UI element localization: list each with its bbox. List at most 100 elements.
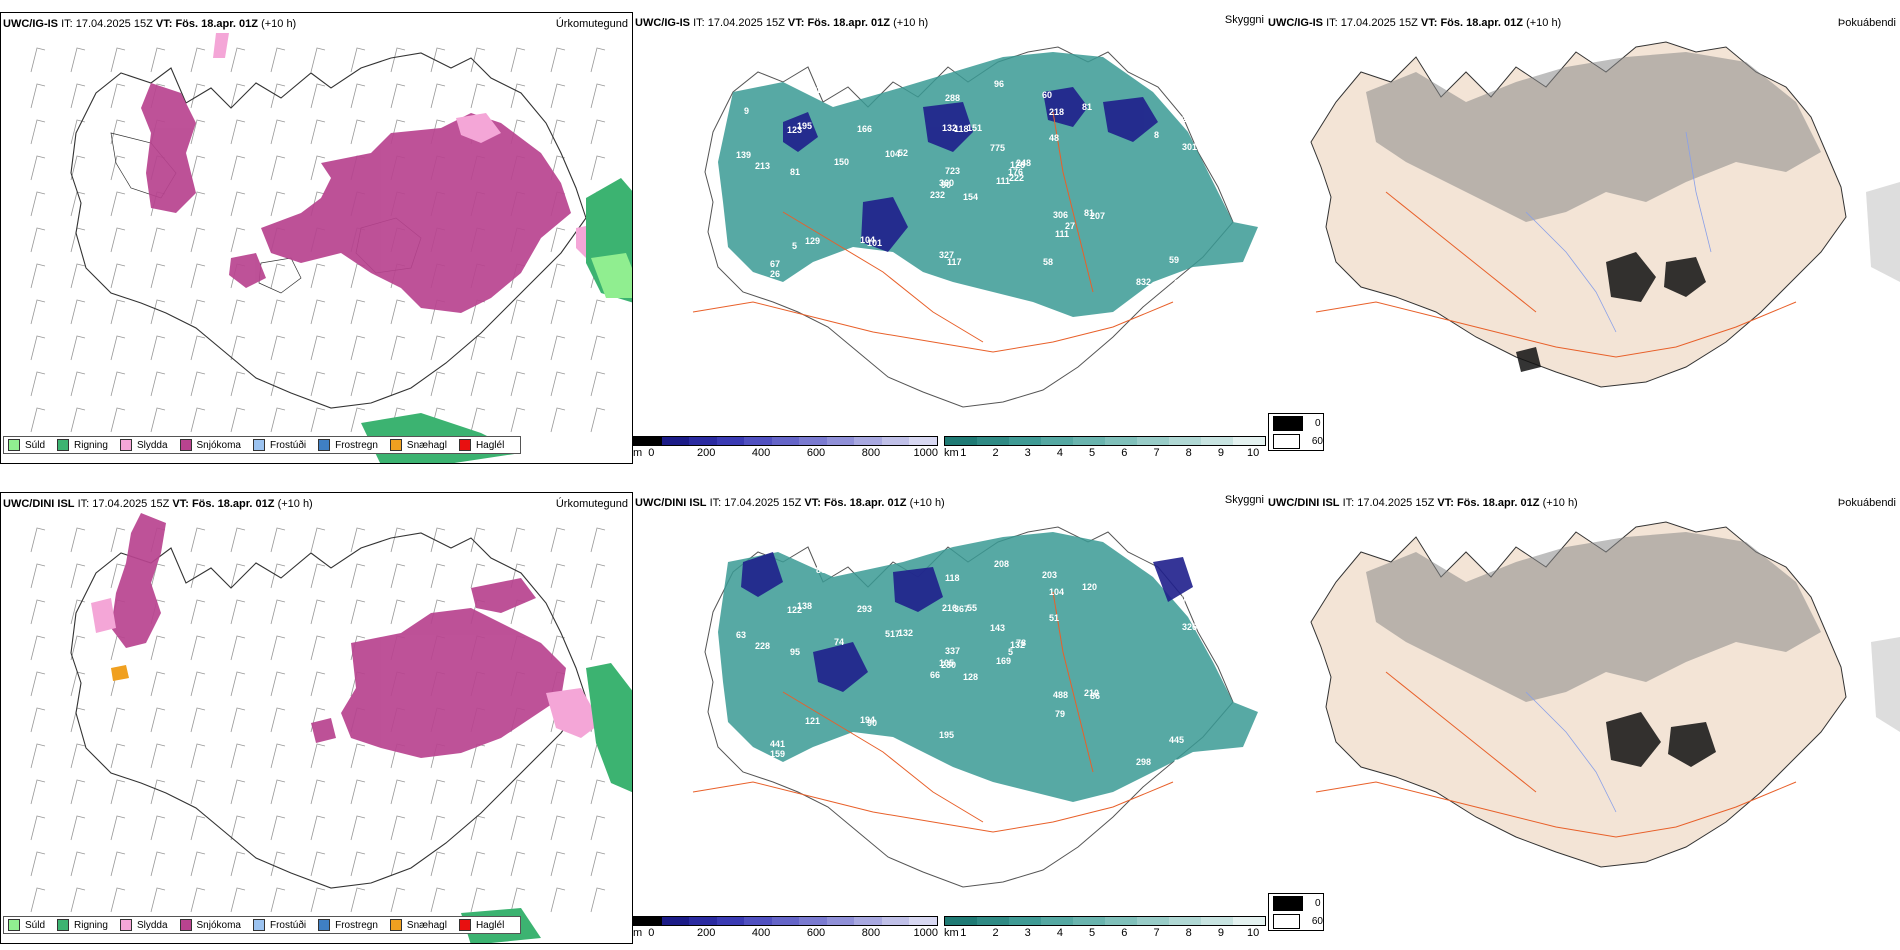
scale-swatch [1137,917,1169,925]
wind-barb [310,299,326,325]
legend-swatch [179,919,192,931]
wind-barb [70,155,86,181]
wind-barb [30,887,46,913]
wind-barb [310,371,326,397]
wind-barb [390,815,406,841]
wind-barb [310,851,326,877]
wind-barb [430,851,446,877]
wind-barb [30,635,46,661]
ceiling-value: 69 [1174,278,1184,288]
ceiling-value: 208 [994,559,1009,569]
ceiling-value: 122 [787,605,802,615]
wind-barb [310,563,326,589]
ceiling-value: 120 [1082,582,1097,592]
wind-barb [70,851,86,877]
scale-tick: 200 [697,927,716,939]
wind-barb [110,335,126,361]
wind-barb [30,599,46,625]
wind-barb [470,83,486,109]
wind-barb [190,371,206,397]
scale-tick: 9 [1217,927,1224,939]
ceiling-value: 270 [1182,114,1197,124]
snow-pellets-area [111,665,129,681]
scale-swatch [909,917,938,925]
wind-barb [590,851,606,877]
wind-barb [510,83,526,109]
ceiling-value: 154 [963,192,978,202]
scale-unit: m [633,927,643,939]
scale-tick: 6 [1121,447,1128,459]
wind-barb [190,299,206,325]
ceiling-value: 293 [857,604,872,614]
legend-item: Snæhagl [389,439,447,451]
wind-barb [190,191,206,217]
ceiling-value: 159 [770,749,785,759]
row1-ceiling-title: UWC/IG-IS IT: 17.04.2025 15Z VT: Fös. 18… [635,17,929,29]
wind-barb [230,563,246,589]
ceiling-value: 132 [898,628,913,638]
wind-barb [230,47,246,73]
legend-label: Frostregn [335,919,378,931]
ceiling-value: 81 [790,167,800,177]
wind-barb [270,155,286,181]
scale-swatch [799,437,827,445]
wind-barb [310,263,326,289]
wind-barb [590,119,606,145]
wind-barb [270,779,286,805]
wind-barb [150,887,166,913]
ceiling-value: 58 [1043,257,1053,267]
wind-barb [70,743,86,769]
wind-barb [350,335,366,361]
legend-swatch [458,439,471,451]
wind-barb [350,119,366,145]
legend-item: Frostregn [318,439,378,451]
wind-barb [150,851,166,877]
ceiling-value: 117 [947,257,962,267]
roads [692,591,1174,833]
wind-barb [190,887,206,913]
wind-barb [510,407,526,433]
ceiling-value: 104 [1049,587,1064,597]
legend-item: Rigning [57,439,108,451]
legend-label: Snjókoma [196,919,241,931]
wind-barb [510,815,526,841]
ceiling-value: 126 [1010,160,1025,170]
wind-barb [230,743,246,769]
wind-barb [230,671,246,697]
wind-barb [430,47,446,73]
scale-swatch [909,437,938,445]
wind-barb [390,83,406,109]
scale-swatch [1233,437,1265,445]
scale-tick: 5 [1089,447,1096,459]
wind-barb [430,815,446,841]
wind-barb [390,299,406,325]
ceiling-value: 301 [1182,142,1197,152]
ceiling-value: 26 [770,269,780,279]
legend-swatch [57,439,70,451]
scale-swatch [744,917,772,925]
wind-barb [230,599,246,625]
fog-legend-row: 0 [1269,894,1323,912]
scale-swatch [881,917,910,925]
wind-barb [70,335,86,361]
wind-barb [430,83,446,109]
wind-barb [110,299,126,325]
wind-barb [590,83,606,109]
wind-barb [270,299,286,325]
wind-barb [310,527,326,553]
wind-barb [230,119,246,145]
scale-tick: 800 [861,927,881,939]
wind-barb [30,335,46,361]
wind-barb [550,743,566,769]
scale-swatch [1137,437,1169,445]
wind-barb [30,527,46,553]
wind-barb [70,599,86,625]
wind-barb [230,527,246,553]
wind-barb [270,599,286,625]
wind-barb [190,527,206,553]
wind-barb [30,47,46,73]
wind-barb [150,779,166,805]
scale-swatch [977,917,1009,925]
ceiling-value: 337 [945,646,960,656]
wind-barb [70,779,86,805]
